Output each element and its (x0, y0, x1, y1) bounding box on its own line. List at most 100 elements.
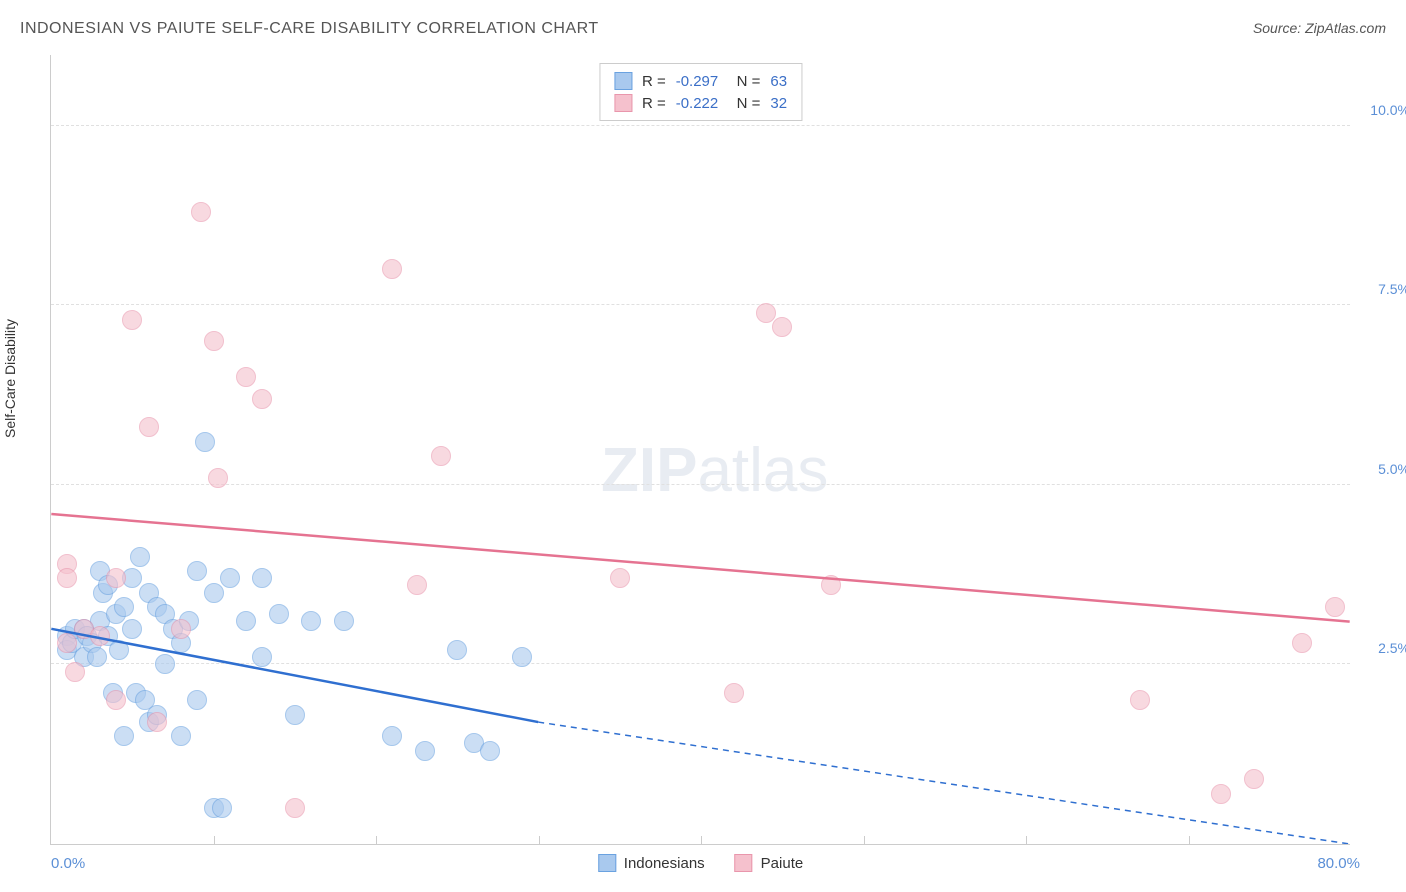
data-point (447, 640, 467, 660)
data-point (204, 331, 224, 351)
data-point (155, 654, 175, 674)
legend-swatch (614, 72, 632, 90)
gridline-h (51, 484, 1350, 485)
data-point (204, 583, 224, 603)
data-point (772, 317, 792, 337)
legend-swatch (735, 854, 753, 872)
legend-stat-row: R = -0.297 N = 63 (614, 70, 787, 92)
legend-r-value: -0.297 (676, 73, 719, 90)
header: INDONESIAN VS PAIUTE SELF-CARE DISABILIT… (20, 20, 1386, 38)
data-point (87, 647, 107, 667)
x-tick-mark (864, 836, 865, 844)
data-point (122, 619, 142, 639)
data-point (187, 690, 207, 710)
trend-lines (51, 55, 1350, 844)
legend-stat-row: R = -0.222 N = 32 (614, 92, 787, 114)
data-point (415, 741, 435, 761)
legend-n-value: 32 (770, 95, 787, 112)
gridline-h (51, 125, 1350, 126)
x-tick-max: 80.0% (1317, 855, 1360, 872)
data-point (57, 633, 77, 653)
data-point (334, 611, 354, 631)
y-tick-label: 7.5% (1355, 281, 1406, 297)
data-point (191, 202, 211, 222)
data-point (512, 647, 532, 667)
y-tick-label: 5.0% (1355, 461, 1406, 477)
legend-r-label: R = (642, 95, 666, 112)
legend-n-label: N = (728, 73, 760, 90)
data-point (431, 446, 451, 466)
watermark: ZIPatlas (601, 435, 828, 506)
data-point (139, 417, 159, 437)
data-point (252, 389, 272, 409)
data-point (236, 367, 256, 387)
data-point (285, 798, 305, 818)
data-point (109, 640, 129, 660)
data-point (821, 575, 841, 595)
gridline-h (51, 663, 1350, 664)
data-point (106, 568, 126, 588)
y-tick-label: 2.5% (1355, 640, 1406, 656)
x-tick-mark (1026, 836, 1027, 844)
data-point (724, 683, 744, 703)
data-point (610, 568, 630, 588)
data-point (187, 561, 207, 581)
legend-swatch (598, 854, 616, 872)
x-tick-mark (1189, 836, 1190, 844)
x-tick-mark (376, 836, 377, 844)
data-point (147, 712, 167, 732)
legend-r-label: R = (642, 73, 666, 90)
x-tick-min: 0.0% (51, 855, 85, 872)
data-point (130, 547, 150, 567)
data-point (90, 626, 110, 646)
data-point (1211, 784, 1231, 804)
data-point (480, 741, 500, 761)
trend-line (51, 514, 1349, 622)
correlation-legend: R = -0.297 N = 63R = -0.222 N = 32 (599, 63, 802, 121)
data-point (252, 568, 272, 588)
data-point (1130, 690, 1150, 710)
data-point (106, 690, 126, 710)
y-tick-label: 10.0% (1355, 102, 1406, 118)
data-point (301, 611, 321, 631)
series-legend: Indonesians Paiute (598, 854, 803, 872)
data-point (122, 310, 142, 330)
data-point (1325, 597, 1345, 617)
data-point (114, 597, 134, 617)
data-point (208, 468, 228, 488)
data-point (1292, 633, 1312, 653)
x-tick-mark (701, 836, 702, 844)
data-point (252, 647, 272, 667)
data-point (236, 611, 256, 631)
data-point (285, 705, 305, 725)
legend-n-label: N = (728, 95, 760, 112)
chart-plot-area: ZIPatlas R = -0.297 N = 63R = -0.222 N =… (50, 55, 1350, 845)
data-point (114, 726, 134, 746)
trend-line (538, 722, 1349, 844)
data-point (195, 432, 215, 452)
legend-swatch (614, 94, 632, 112)
data-point (171, 726, 191, 746)
data-point (382, 259, 402, 279)
legend-series-item: Paiute (735, 854, 804, 872)
legend-series-label: Indonesians (624, 855, 705, 872)
legend-r-value: -0.222 (676, 95, 719, 112)
data-point (407, 575, 427, 595)
chart-title: INDONESIAN VS PAIUTE SELF-CARE DISABILIT… (20, 20, 599, 38)
data-point (212, 798, 232, 818)
data-point (57, 568, 77, 588)
data-point (269, 604, 289, 624)
source-label: Source: ZipAtlas.com (1253, 20, 1386, 36)
data-point (382, 726, 402, 746)
data-point (171, 619, 191, 639)
data-point (65, 662, 85, 682)
x-tick-mark (539, 836, 540, 844)
data-point (756, 303, 776, 323)
legend-series-item: Indonesians (598, 854, 705, 872)
data-point (220, 568, 240, 588)
legend-n-value: 63 (770, 73, 787, 90)
x-tick-mark (214, 836, 215, 844)
legend-series-label: Paiute (761, 855, 804, 872)
y-axis-label: Self-Care Disability (2, 319, 18, 438)
gridline-h (51, 304, 1350, 305)
